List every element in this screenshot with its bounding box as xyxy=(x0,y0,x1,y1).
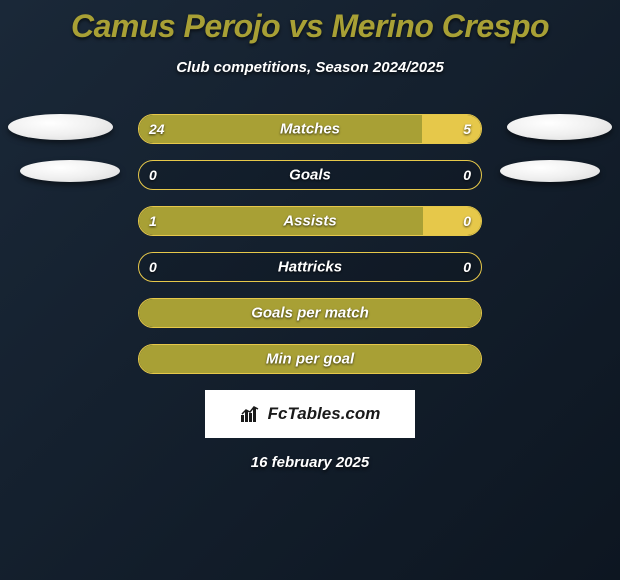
stat-value-left: 24 xyxy=(149,121,165,137)
badge-text: FcTables.com xyxy=(268,404,381,424)
stat-value-right: 0 xyxy=(463,167,471,183)
stat-bar: Goals per match xyxy=(138,298,482,328)
subtitle: Club competitions, Season 2024/2025 xyxy=(0,59,620,76)
page-title: Camus Perojo vs Merino Crespo xyxy=(0,0,620,45)
stat-row: Min per goal xyxy=(0,344,620,374)
stat-value-right: 5 xyxy=(463,121,471,137)
stat-label: Goals per match xyxy=(251,305,369,322)
bar-right-segment xyxy=(423,207,481,235)
bar-right-segment xyxy=(422,115,481,143)
stat-value-left: 0 xyxy=(149,259,157,275)
stat-value-left: 1 xyxy=(149,213,157,229)
stat-bar: 24 5 Matches xyxy=(138,114,482,144)
stat-label: Goals xyxy=(289,167,331,184)
chart-icon xyxy=(240,405,262,423)
stat-row: Goals per match xyxy=(0,298,620,328)
stat-value-right: 0 xyxy=(463,259,471,275)
fctables-badge: FcTables.com xyxy=(205,390,415,438)
date-label: 16 february 2025 xyxy=(0,454,620,471)
stat-bar: 0 0 Hattricks xyxy=(138,252,482,282)
stat-value-right: 0 xyxy=(463,213,471,229)
stat-row: 24 5 Matches xyxy=(0,114,620,144)
stat-label: Hattricks xyxy=(278,259,342,276)
stats-chart: 24 5 Matches 0 0 Goals 1 0 Assists 0 0 Hattricks Goa… xyxy=(0,114,620,374)
stat-label: Assists xyxy=(283,213,336,230)
stat-row: 0 0 Goals xyxy=(0,160,620,190)
stat-row: 0 0 Hattricks xyxy=(0,252,620,282)
stat-label: Min per goal xyxy=(266,351,354,368)
stat-label: Matches xyxy=(280,121,340,138)
stat-bar: 0 0 Goals xyxy=(138,160,482,190)
stat-value-left: 0 xyxy=(149,167,157,183)
stat-bar: 1 0 Assists xyxy=(138,206,482,236)
stat-row: 1 0 Assists xyxy=(0,206,620,236)
stat-bar: Min per goal xyxy=(138,344,482,374)
